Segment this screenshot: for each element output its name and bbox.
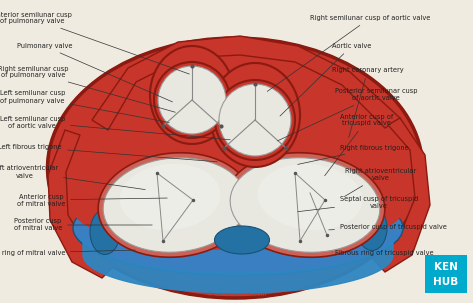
Ellipse shape: [225, 153, 385, 257]
Ellipse shape: [73, 170, 403, 250]
Text: Right coronary artery: Right coronary artery: [332, 67, 403, 137]
Ellipse shape: [120, 164, 220, 230]
Text: Septal cusp of tricuspid
valve: Septal cusp of tricuspid valve: [298, 195, 419, 212]
Text: Right atrioventricular
valve: Right atrioventricular valve: [344, 168, 416, 197]
Polygon shape: [83, 235, 393, 293]
Text: HUB: HUB: [433, 277, 459, 287]
Text: Left atrioventricular
valve: Left atrioventricular valve: [0, 165, 145, 190]
Ellipse shape: [98, 153, 252, 257]
Text: © www.kenhub.com: © www.kenhub.com: [207, 292, 267, 298]
Text: Left fibrous trigone: Left fibrous trigone: [0, 144, 217, 162]
Polygon shape: [48, 130, 115, 278]
Ellipse shape: [103, 158, 247, 252]
Text: Posterior cusp of tricuspid valve: Posterior cusp of tricuspid valve: [329, 224, 447, 230]
Polygon shape: [92, 36, 400, 130]
Ellipse shape: [230, 158, 380, 252]
FancyBboxPatch shape: [425, 255, 467, 293]
Ellipse shape: [150, 46, 234, 144]
Text: Pulmonary valve: Pulmonary valve: [17, 43, 173, 102]
Text: Right semilunar cusp
of pulmonary valve: Right semilunar cusp of pulmonary valve: [0, 65, 175, 112]
Text: Left semilunar cusp
of pulmonary valve: Left semilunar cusp of pulmonary valve: [0, 91, 169, 122]
Circle shape: [154, 62, 230, 138]
Text: Fibrous ring of tricuspid valve: Fibrous ring of tricuspid valve: [332, 250, 434, 256]
Ellipse shape: [214, 226, 270, 254]
Ellipse shape: [73, 181, 403, 275]
Ellipse shape: [258, 164, 362, 230]
Circle shape: [219, 84, 291, 156]
Text: Fibrous ring of mitral valve: Fibrous ring of mitral valve: [0, 250, 135, 256]
Text: Aortic valve: Aortic valve: [280, 43, 371, 116]
Text: Posterior semilunar cusp
of aortic valve: Posterior semilunar cusp of aortic valve: [278, 88, 418, 141]
Text: Anterior cusp
of mitral valve: Anterior cusp of mitral valve: [17, 194, 167, 207]
Text: Anterior semilunar cusp
of pulmonary valve: Anterior semilunar cusp of pulmonary val…: [0, 12, 189, 74]
Text: Anterior cusp of
tricuspid valve: Anterior cusp of tricuspid valve: [324, 114, 393, 176]
Polygon shape: [372, 118, 430, 272]
Ellipse shape: [210, 63, 300, 167]
Ellipse shape: [47, 38, 422, 298]
Circle shape: [158, 66, 226, 134]
Text: Right semilunar cusp of aortic valve: Right semilunar cusp of aortic valve: [267, 15, 430, 92]
Ellipse shape: [357, 205, 387, 251]
Text: Left semilunar cusp
of aortic valve: Left semilunar cusp of aortic valve: [0, 115, 230, 140]
Text: Posterior cusp
of mitral valve: Posterior cusp of mitral valve: [14, 218, 152, 231]
Text: Right fibrous trigone: Right fibrous trigone: [298, 145, 409, 165]
Circle shape: [215, 80, 295, 160]
Text: KEN: KEN: [434, 262, 458, 272]
Ellipse shape: [90, 209, 120, 255]
Polygon shape: [217, 92, 228, 128]
